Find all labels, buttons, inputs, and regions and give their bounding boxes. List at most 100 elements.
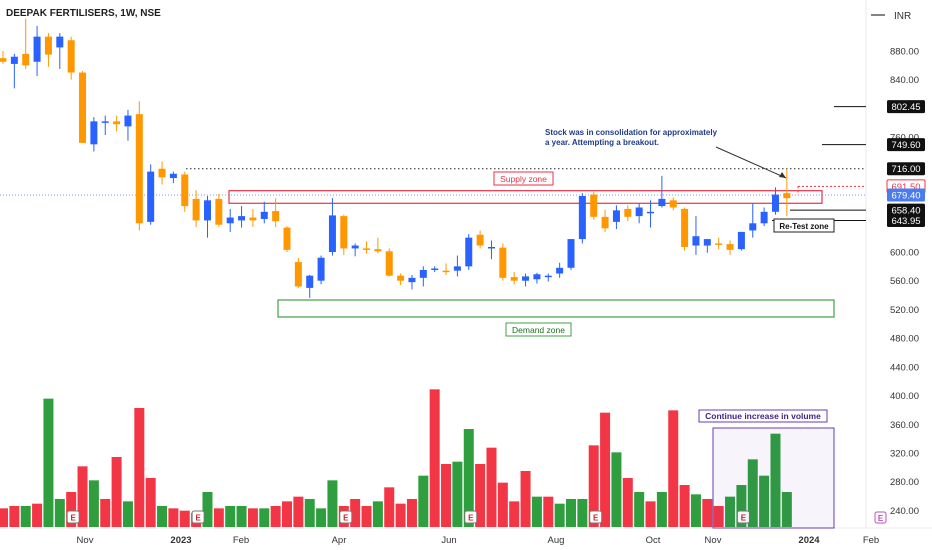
x-tick-label: Jun <box>441 535 456 546</box>
price-axis: 880.00840.00800.00760.00720.00680.00640.… <box>890 47 919 517</box>
supply-zone-label-box <box>493 171 554 186</box>
x-tick-label: Feb <box>863 535 879 546</box>
y-tick-label: 400.00 <box>890 391 919 402</box>
volume-bars <box>0 389 792 527</box>
volume-bar <box>32 503 43 527</box>
consolidation-note-line1: Stock was in consolidation for approxima… <box>545 128 718 137</box>
volume-bar <box>145 478 156 527</box>
chart-title: DEEPAK FERTILISERS, 1W, NSE <box>6 8 161 19</box>
candle-body <box>408 277 416 283</box>
y-tick-label: 320.00 <box>890 449 919 460</box>
y-tick-label: 240.00 <box>890 506 919 517</box>
candle-body <box>249 217 257 221</box>
volume-bar <box>202 492 213 527</box>
candle-body <box>10 56 18 64</box>
candle-body <box>556 267 564 274</box>
candle-body <box>431 268 439 271</box>
candle-body <box>499 247 507 278</box>
volume-bar <box>157 506 168 527</box>
candle-body <box>328 215 336 252</box>
candle-body <box>79 72 87 143</box>
candle-body <box>476 234 484 246</box>
candle-body <box>522 276 530 281</box>
price-label-box <box>887 138 925 152</box>
candle-body <box>181 174 189 207</box>
candle-body <box>294 262 302 287</box>
volume-bar <box>406 499 417 527</box>
candle-body <box>578 196 586 240</box>
candle-body <box>0 58 7 62</box>
candle-body <box>681 208 689 247</box>
candle-body <box>363 248 371 250</box>
volume-bar <box>259 508 270 527</box>
volume-bar <box>293 496 304 527</box>
candle-body <box>203 200 211 221</box>
volume-bar <box>429 389 440 527</box>
earnings-icon <box>66 510 80 524</box>
x-tick-label: 2023 <box>170 535 191 546</box>
volume-bar <box>122 501 133 527</box>
price-label: 749.60 <box>891 140 920 151</box>
volume-bar <box>713 506 724 527</box>
volume-bar <box>554 503 565 527</box>
currency-label[interactable]: INR <box>894 11 911 22</box>
x-tick-label: Aug <box>548 535 565 546</box>
earnings-icon <box>191 510 205 524</box>
candle-body <box>453 266 461 271</box>
volume-bar <box>543 496 554 527</box>
candle-body <box>703 239 711 246</box>
earnings-label: E <box>343 514 349 523</box>
candle-body <box>760 211 768 224</box>
candle-body <box>726 244 734 250</box>
candle-body <box>374 249 382 252</box>
volume-bar <box>577 499 588 527</box>
volume-bar <box>634 492 645 527</box>
volume-bar <box>134 408 145 527</box>
volume-bar <box>77 466 88 527</box>
earnings-label: E <box>195 514 201 523</box>
candle-body <box>510 277 518 281</box>
y-tick-label: 600.00 <box>890 248 919 259</box>
volume-bar <box>770 433 781 527</box>
volume-bar <box>361 506 372 527</box>
volume-bar <box>247 508 258 527</box>
volume-bar <box>441 464 452 527</box>
time-axis: Nov 2023 Feb Apr Jun Aug Oct Nov 2024 Feb <box>77 535 880 546</box>
volume-bar <box>304 499 315 527</box>
consolidation-arrow <box>715 146 787 179</box>
price-label: 691.50 <box>891 182 920 193</box>
candle-body <box>238 216 246 221</box>
future-earnings-label: E <box>878 514 884 523</box>
candle-body <box>169 173 177 179</box>
y-tick-label: 360.00 <box>890 420 919 431</box>
volume-bar <box>452 461 463 527</box>
volume-bar <box>679 485 690 527</box>
candle-body <box>158 168 166 178</box>
price-label: 679.40 <box>891 191 920 202</box>
candle-body <box>635 207 643 217</box>
volume-bar <box>475 464 486 527</box>
y-tick-label: 880.00 <box>890 47 919 58</box>
volume-bar <box>531 496 542 527</box>
earnings-label: E <box>741 514 747 523</box>
earnings-label: E <box>593 514 599 523</box>
volume-bar <box>66 492 77 527</box>
y-tick-label: 280.00 <box>890 477 919 488</box>
candle-body <box>612 210 620 222</box>
volume-bar <box>225 506 236 527</box>
volume-bar <box>497 482 508 527</box>
candle-body <box>215 198 223 225</box>
volume-bar <box>43 398 54 527</box>
candle-body <box>465 237 473 267</box>
candle-body <box>351 245 359 249</box>
volume-bar <box>20 506 31 527</box>
candle-body <box>226 217 234 224</box>
candle-body <box>340 216 348 249</box>
candle-body <box>135 114 143 224</box>
candle-body <box>544 275 552 278</box>
price-label: 716.00 <box>891 164 920 175</box>
candle-body <box>419 269 427 278</box>
